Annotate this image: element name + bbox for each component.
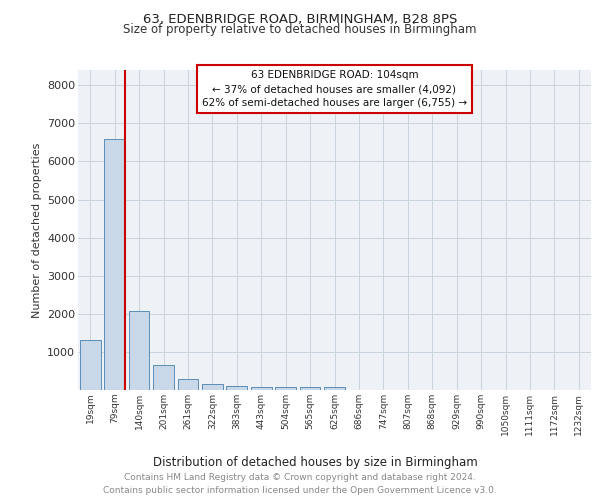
Bar xyxy=(128,311,149,390)
Text: 63, EDENBRIDGE ROAD, BIRMINGHAM, B28 8PS: 63, EDENBRIDGE ROAD, BIRMINGHAM, B28 8PS xyxy=(143,12,457,26)
Text: Size of property relative to detached houses in Birmingham: Size of property relative to detached ho… xyxy=(123,22,477,36)
Bar xyxy=(324,386,345,390)
Bar xyxy=(226,386,247,390)
Bar xyxy=(178,379,199,390)
Text: Distribution of detached houses by size in Birmingham: Distribution of detached houses by size … xyxy=(152,456,478,469)
Y-axis label: Number of detached properties: Number of detached properties xyxy=(32,142,41,318)
Text: 63 EDENBRIDGE ROAD: 104sqm
← 37% of detached houses are smaller (4,092)
62% of s: 63 EDENBRIDGE ROAD: 104sqm ← 37% of deta… xyxy=(202,70,467,108)
Bar xyxy=(202,384,223,390)
Text: Contains HM Land Registry data © Crown copyright and database right 2024.
Contai: Contains HM Land Registry data © Crown c… xyxy=(103,474,497,495)
Bar xyxy=(80,340,101,390)
Bar xyxy=(299,387,320,390)
Bar xyxy=(251,387,272,390)
Bar xyxy=(104,138,125,390)
Bar xyxy=(275,387,296,390)
Bar xyxy=(153,365,174,390)
